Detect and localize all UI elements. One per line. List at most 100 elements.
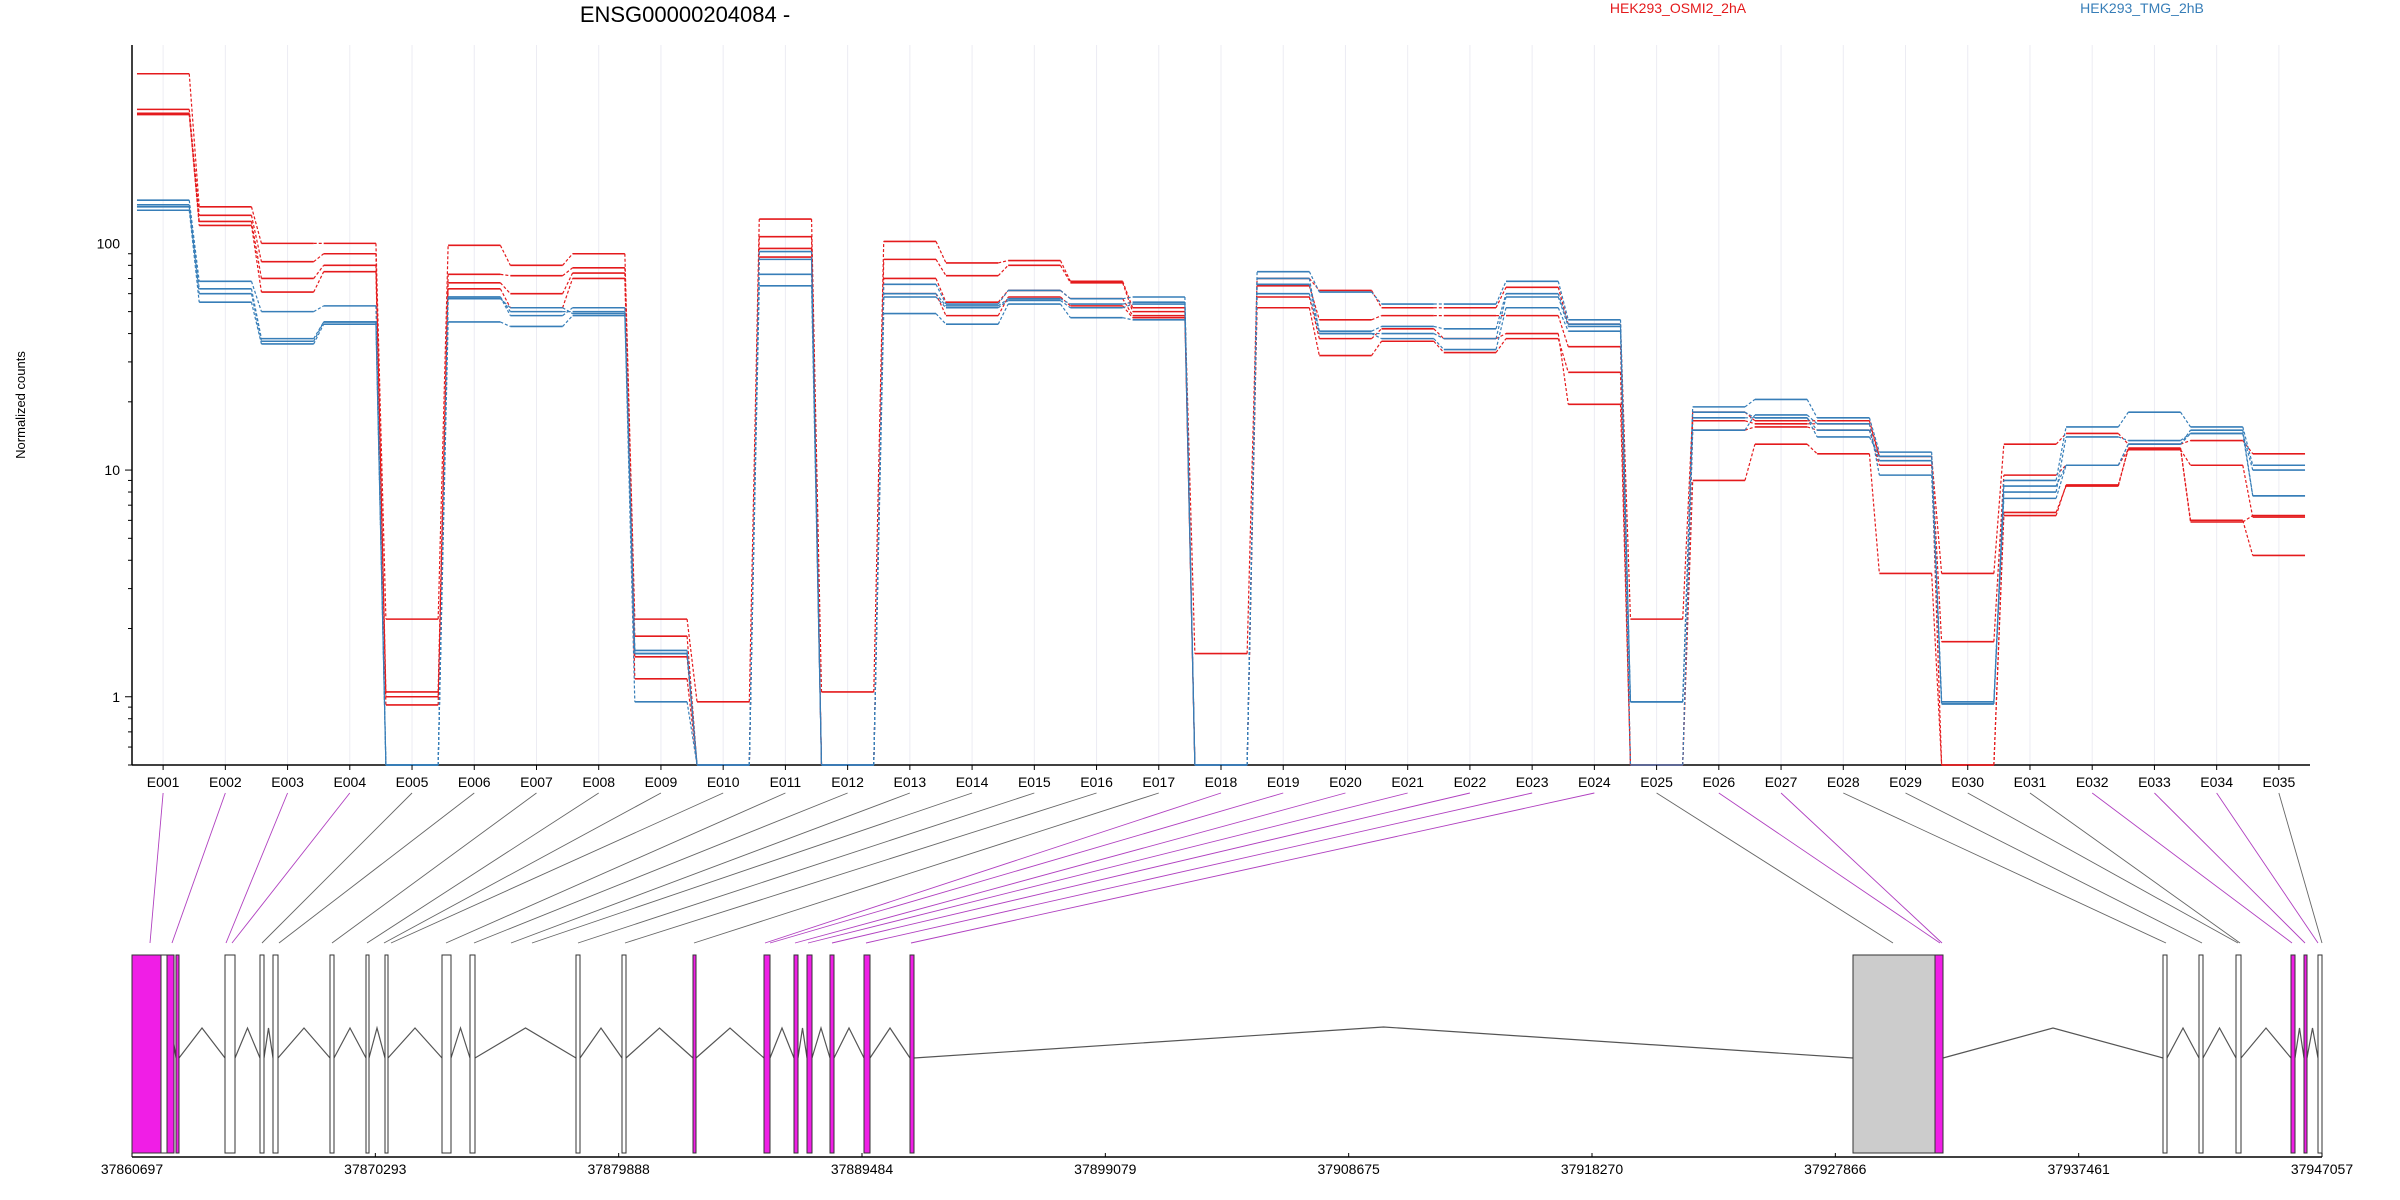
series-transition	[935, 284, 947, 305]
series-transition	[2242, 426, 2254, 466]
series-transition	[499, 298, 511, 309]
x-tick-label: E021	[1391, 774, 1424, 790]
x-tick-label: E028	[1827, 774, 1860, 790]
coordinate-label: 37927866	[1804, 1161, 1867, 1177]
intron-line	[234, 1026, 261, 1059]
exon-connector	[366, 792, 599, 944]
exon-connector	[445, 792, 786, 944]
series-transition	[1806, 443, 1818, 455]
coordinate-label: 37860697	[101, 1161, 164, 1177]
exon-block	[2235, 954, 2242, 1154]
series-transition	[562, 272, 574, 294]
series-transition	[997, 298, 1009, 307]
exon-connector	[1843, 792, 2167, 944]
series-transition	[997, 299, 1009, 309]
series-transition	[1371, 290, 1383, 309]
exon-block	[692, 954, 697, 1154]
series-transition	[1308, 278, 1320, 291]
exon-connector	[769, 792, 1284, 944]
exon-connector	[910, 792, 1595, 944]
series-transition	[935, 278, 947, 303]
exon-block	[863, 954, 871, 1154]
series-transition	[499, 288, 511, 309]
series-transition	[1308, 278, 1320, 334]
series-transition	[188, 204, 200, 289]
series-transition	[1495, 287, 1507, 309]
series-transition	[1557, 333, 1569, 405]
exon-connector-lines	[149, 792, 2323, 944]
series-transition	[1433, 328, 1445, 340]
series-transition	[250, 206, 263, 244]
series-transition	[499, 282, 511, 295]
series-transition	[375, 321, 387, 766]
series-transition	[188, 206, 200, 294]
series-transition	[1557, 296, 1569, 327]
series-transition	[873, 296, 885, 766]
series-transition	[1308, 271, 1320, 293]
series-transition	[2117, 443, 2129, 466]
x-tick-label: E033	[2138, 774, 2171, 790]
series-transition	[1931, 460, 1943, 704]
series-transition	[1806, 417, 1818, 431]
series-transition	[250, 221, 263, 279]
x-tick-label: E019	[1267, 774, 1300, 790]
series-transition	[935, 293, 947, 307]
series-transition	[562, 267, 573, 277]
series-transition	[250, 215, 263, 262]
coordinate-label: 37870293	[344, 1161, 407, 1177]
coordinate-label: 37918270	[1561, 1161, 1624, 1177]
gene-model-track	[131, 954, 2323, 1154]
intron-line	[2166, 1026, 2200, 1059]
exon-block	[793, 954, 799, 1154]
exon-block	[272, 954, 279, 1154]
series-transition	[686, 701, 698, 766]
coordinate-label: 37937461	[2048, 1161, 2111, 1177]
x-tick-label: E001	[147, 774, 180, 790]
exon-connector	[577, 792, 1035, 944]
y-tick-label: 1	[112, 689, 120, 705]
exon-connector	[1780, 792, 1943, 944]
exon-block	[2162, 954, 2168, 1154]
series-transition	[1682, 417, 1694, 702]
intron-line	[263, 1027, 274, 1059]
intron-line	[2202, 1026, 2237, 1059]
series-transition	[1993, 515, 2005, 766]
exon-block	[806, 954, 813, 1154]
series-transition	[810, 259, 823, 766]
series-transition	[250, 225, 263, 293]
series-transition	[1868, 453, 1880, 574]
series-transition	[2180, 449, 2192, 466]
series-transition	[1059, 265, 1071, 284]
series-transition	[1557, 307, 1569, 332]
exon-block	[131, 954, 175, 1154]
series-transition	[1868, 429, 1880, 461]
series-transition	[1122, 303, 1133, 309]
series-transition	[1122, 305, 1134, 319]
intron-line	[450, 1026, 471, 1059]
y-axis-label: Normalized counts	[13, 351, 28, 459]
y-tick-label: 100	[97, 235, 121, 251]
series-transition	[1619, 324, 1632, 620]
series-transition	[997, 303, 1009, 325]
series-transition	[1060, 289, 1071, 300]
series-transition	[997, 264, 1009, 277]
series-transition	[1371, 328, 1382, 340]
series-transition	[1557, 281, 1569, 320]
x-tick-label: E010	[707, 774, 740, 790]
series-transition	[1495, 281, 1507, 305]
x-tick-label: E007	[520, 774, 553, 790]
series-transition	[1059, 260, 1071, 282]
series-transition	[2055, 465, 2067, 499]
series-transition	[500, 273, 511, 277]
genomic-coordinate-axis: 37860697 37870293 37879888 37889484 37899079…	[101, 1153, 2353, 1177]
x-axis-ticks: E001 E002 E003 E004 E005 E006 E007 E008 E009 E010…	[147, 765, 2295, 790]
series-transition	[2242, 515, 2254, 523]
coordinate-label: 37889484	[831, 1161, 894, 1177]
chart-title: ENSG00000204084 -	[580, 2, 790, 27]
y-tick-label: 10	[104, 462, 120, 478]
exon-connector	[807, 792, 1408, 944]
series-transition	[1433, 340, 1445, 353]
exon-connector	[1718, 792, 1941, 944]
series-transition	[1557, 315, 1569, 347]
series-transition	[935, 259, 947, 277]
